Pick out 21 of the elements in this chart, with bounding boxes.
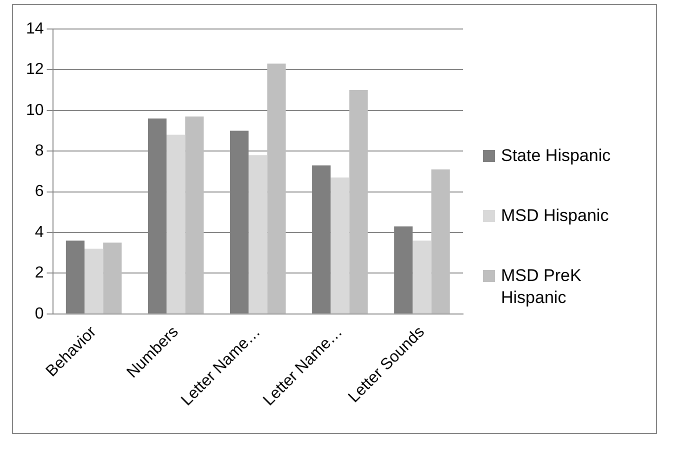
bar [166,134,186,314]
bar [267,64,286,314]
bar [431,169,450,314]
y-tick-label: 14 [26,20,44,38]
y-tick-label: 6 [34,183,44,200]
legend-label: State Hispanic [501,145,611,167]
bar [84,248,104,314]
bar [103,242,122,314]
y-tick-label: 4 [34,224,44,241]
bar [412,240,432,314]
legend-label: MSD PreK Hispanic [501,265,582,309]
legend-label: MSD Hispanic [501,205,609,227]
bar [248,155,268,314]
y-tick-label: 8 [34,142,44,160]
bar [185,116,204,314]
bar [330,178,350,314]
y-tick-label: 10 [26,102,44,119]
y-tick-label: 12 [26,61,44,78]
y-tick-label: 0 [34,305,44,322]
bar [349,90,368,314]
y-tick-label: 2 [34,264,44,282]
